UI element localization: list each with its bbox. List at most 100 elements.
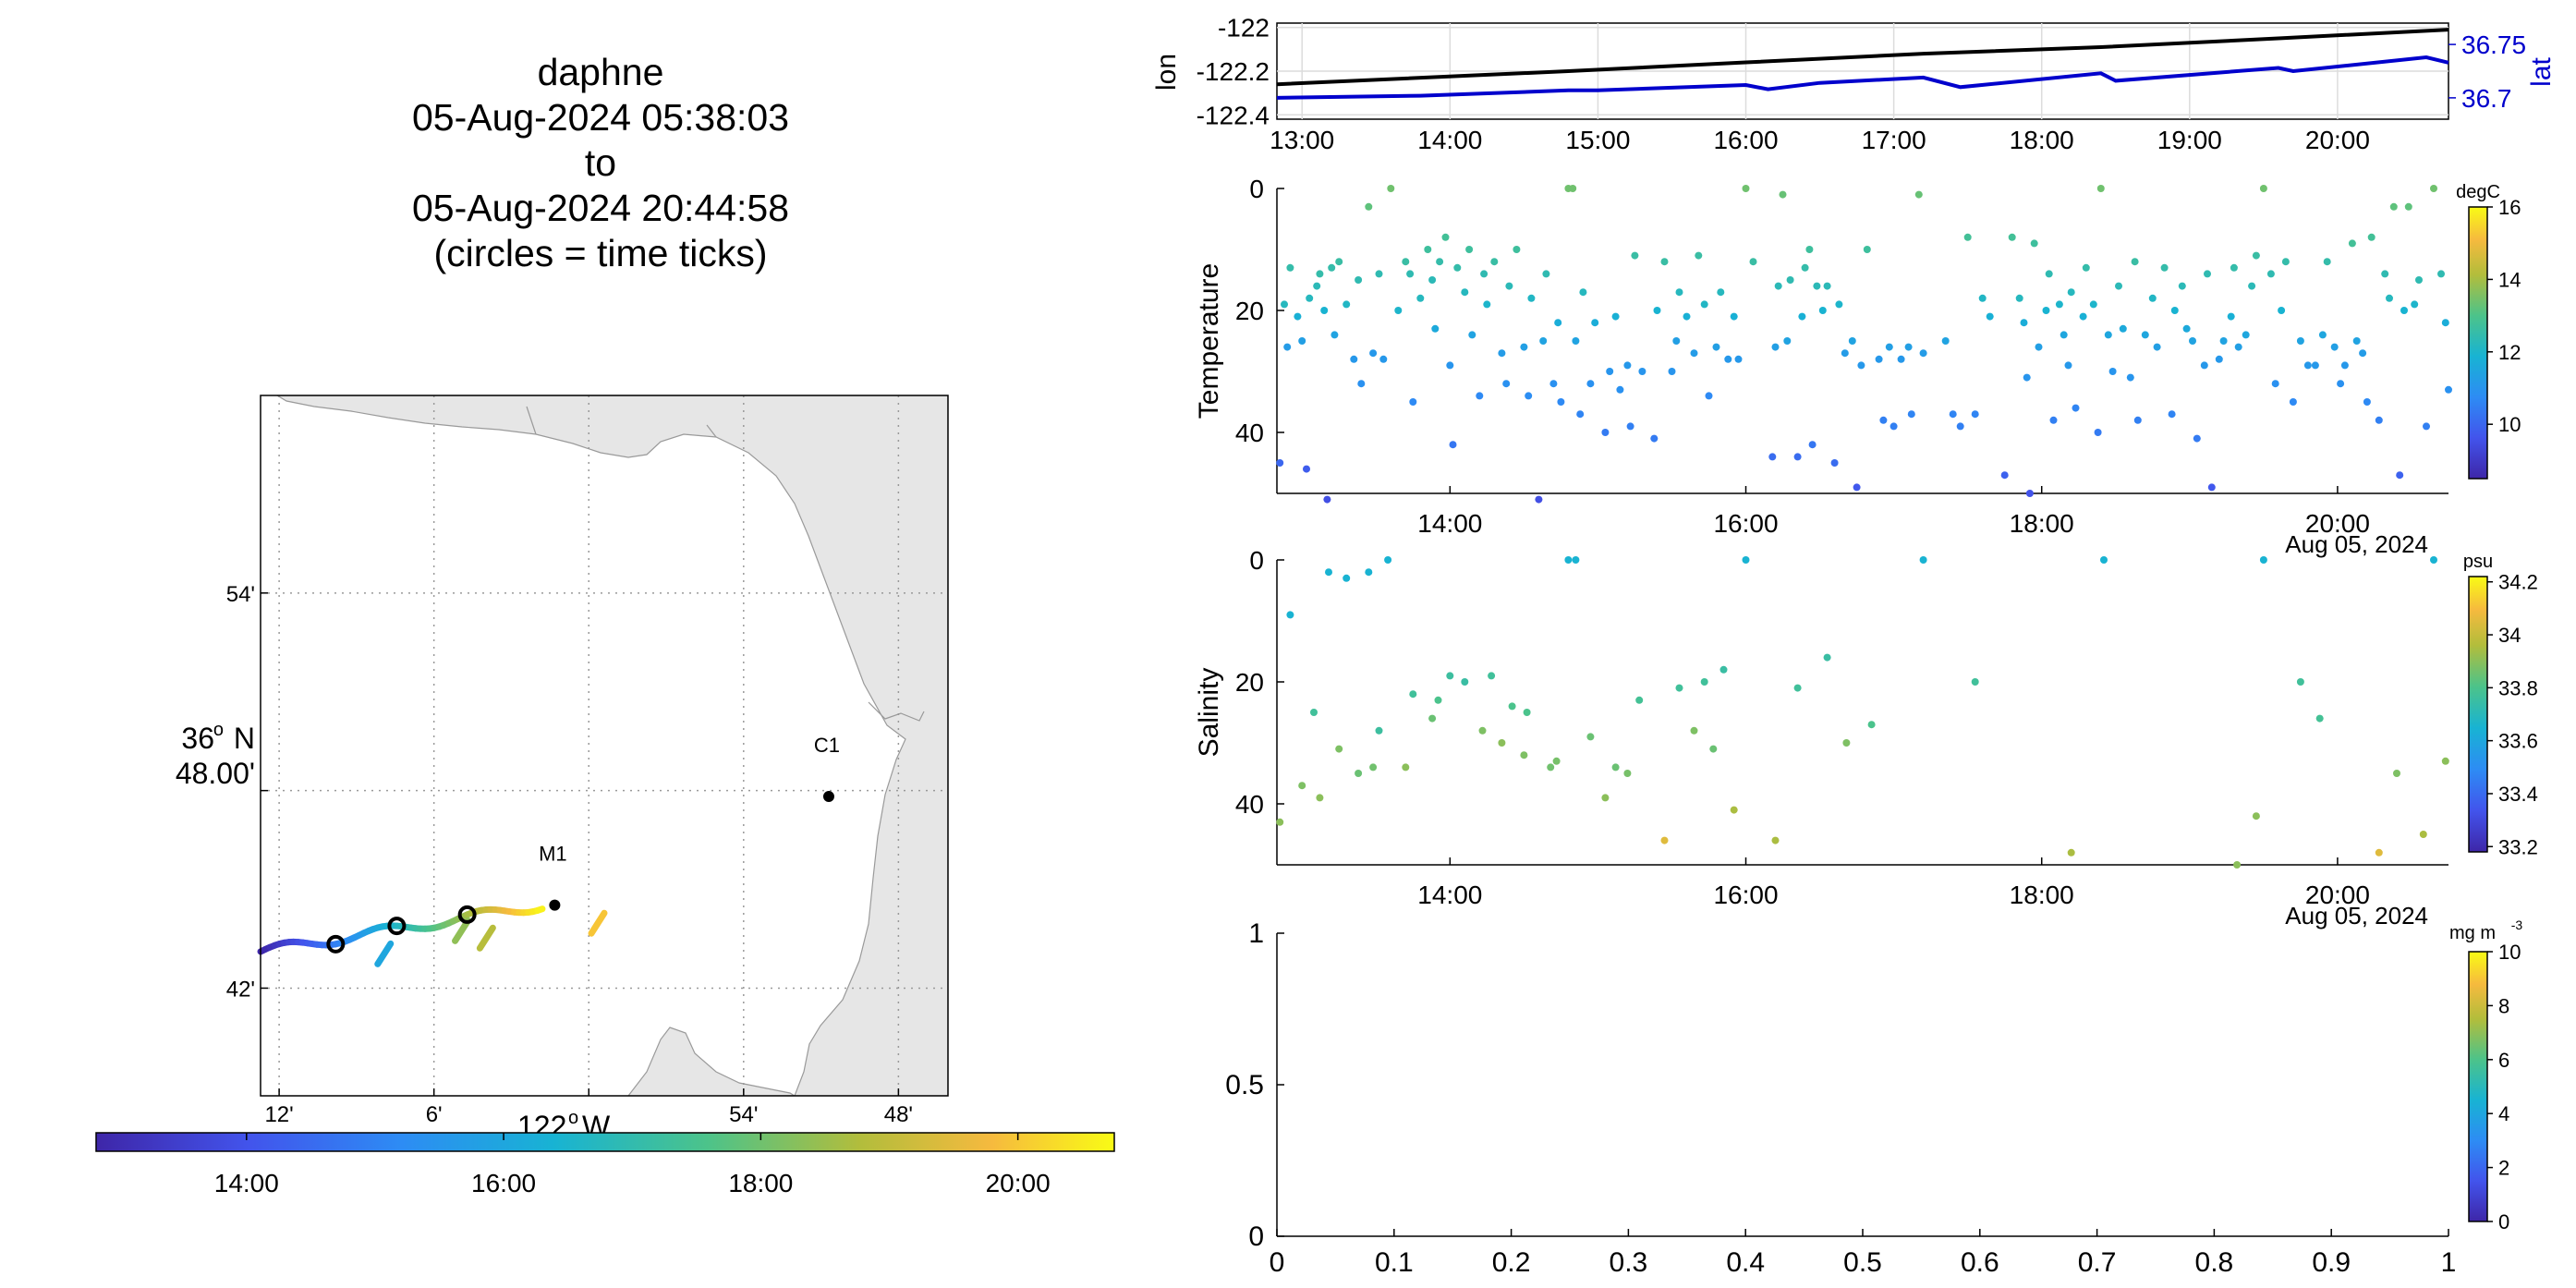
temperature-point (2289, 398, 2297, 406)
chlorophyll-colorbar-tick-label: 4 (2498, 1102, 2509, 1125)
temperature-point (1717, 288, 1725, 297)
temperature-point (1281, 300, 1288, 309)
salinity-point (1428, 714, 1437, 723)
temperature-point (1406, 270, 1415, 278)
temperature-point (1919, 349, 1927, 358)
temperature-colorbar (2468, 206, 2488, 480)
temperature-point (2219, 337, 2228, 345)
salinity-point (1461, 678, 1469, 686)
temperature-point (2441, 319, 2449, 327)
chlorophyll-xtick-label: 0.6 (1961, 1247, 1999, 1278)
temperature-point (2330, 343, 2339, 351)
position-xtick-label: 17:00 (1862, 126, 1926, 154)
temperature-point (2359, 349, 2367, 358)
salinity-point (1409, 690, 1417, 699)
temperature-point (2141, 331, 2149, 339)
chlorophyll-colorbar-tick-label: 0 (2498, 1210, 2509, 1233)
chlorophyll-xtick-label: 0.7 (2078, 1247, 2117, 1278)
salinity-point (1478, 726, 1487, 735)
temperature-point (1986, 312, 1994, 321)
temperature-point (1355, 276, 1363, 284)
temperature-point (1841, 349, 1849, 358)
temperature-point (1601, 429, 1610, 436)
title-line: daphne (537, 51, 664, 93)
temperature-point (2437, 270, 2445, 278)
temperature-point (1539, 337, 1548, 345)
temperature-point (2193, 434, 2201, 443)
temperature-point (2119, 324, 2127, 333)
temperature-point (1813, 282, 1821, 290)
temperature-point (1468, 331, 1476, 339)
salinity-point (2430, 556, 2437, 564)
temperature-point (1835, 300, 1843, 309)
track-branch (452, 917, 472, 944)
salinity-point (1675, 684, 1683, 692)
temperature-point (2271, 380, 2279, 388)
salinity-point (1572, 556, 1580, 564)
temperature-point (1331, 331, 1339, 339)
salinity-point (2375, 848, 2383, 857)
salinity-colorbar-tick-label: 33.2 (2498, 835, 2538, 858)
chlorophyll-colorbar-tick-label: 6 (2498, 1049, 2509, 1072)
temperature-point (1480, 270, 1488, 278)
position-ylabel-right: lat (2526, 56, 2557, 86)
lat-label-min: 48.00' (176, 757, 255, 790)
chlorophyll-colorbar-label-sup: -3 (2511, 917, 2523, 932)
temperature-point (2089, 300, 2097, 309)
map-lat-tick-label: 54' (226, 582, 255, 607)
temperature-point (2230, 263, 2238, 272)
temperature-point (1320, 307, 1329, 314)
salinity-colorbar-tick-label: 33.4 (2498, 783, 2538, 806)
temperature-point (1631, 251, 1639, 260)
temperature-point (2296, 337, 2304, 345)
temperature-ytick-label: 40 (1235, 419, 1264, 447)
chlorophyll-xtick-label: 0.3 (1610, 1247, 1648, 1278)
temperature-point (1498, 349, 1506, 358)
salinity-point (1564, 556, 1573, 564)
map-lat-tick-label: 42' (226, 977, 255, 1002)
chlorophyll-colorbar-tick-label: 10 (2498, 941, 2521, 964)
temperature-colorbar-tick-label: 16 (2498, 196, 2521, 219)
temperature-point (1306, 294, 1314, 302)
temperature-point (1465, 246, 1474, 253)
temperature-point (1914, 190, 1923, 199)
chlorophyll-ytick-label: 0.5 (1225, 1070, 1264, 1100)
salinity-xtick-label: 20:00 (2305, 881, 2370, 909)
temperature-point (2094, 429, 2102, 436)
salinity-point (1508, 702, 1516, 711)
salinity-point (1867, 721, 1876, 729)
chlorophyll-xtick-label: 0.8 (2195, 1247, 2234, 1278)
temperature-point (1712, 343, 1720, 351)
temperature-point (1453, 263, 1462, 272)
position-ytick-left: -122.4 (1197, 101, 1270, 129)
salinity-point (1623, 770, 1632, 777)
salinity-point (1276, 818, 1284, 826)
temperature-point (1734, 355, 1743, 363)
temperature-point (2148, 294, 2157, 302)
temperature-point (1350, 355, 1358, 363)
temperature-point (1793, 453, 1802, 461)
temperature-point (1591, 319, 1599, 327)
temperature-point (2189, 337, 2196, 345)
salinity-point (1730, 806, 1738, 814)
temperature-point (1705, 392, 1713, 400)
salinity-point (1325, 568, 1332, 577)
map-frame (260, 395, 949, 1097)
temperature-point (1695, 251, 1703, 260)
temperature-point (1313, 282, 1321, 290)
temperature-point (2207, 483, 2216, 492)
temperature-point (2042, 307, 2050, 314)
salinity-ytick-label: 0 (1249, 546, 1264, 575)
temperature-point (2178, 282, 2186, 290)
temperature-point (2404, 202, 2412, 211)
salinity-colorbar-tick-label: 33.8 (2498, 676, 2538, 699)
temperature-point (1579, 288, 1587, 297)
temperature-point (1978, 294, 1987, 302)
temperature-point (1483, 300, 1491, 309)
temperature-point (1672, 337, 1681, 345)
temperature-point (1343, 300, 1351, 309)
time-colorbar-label: 20:00 (986, 1169, 1051, 1197)
temperature-point (1303, 465, 1310, 473)
position-ylabel-left: lon (1151, 54, 1182, 91)
